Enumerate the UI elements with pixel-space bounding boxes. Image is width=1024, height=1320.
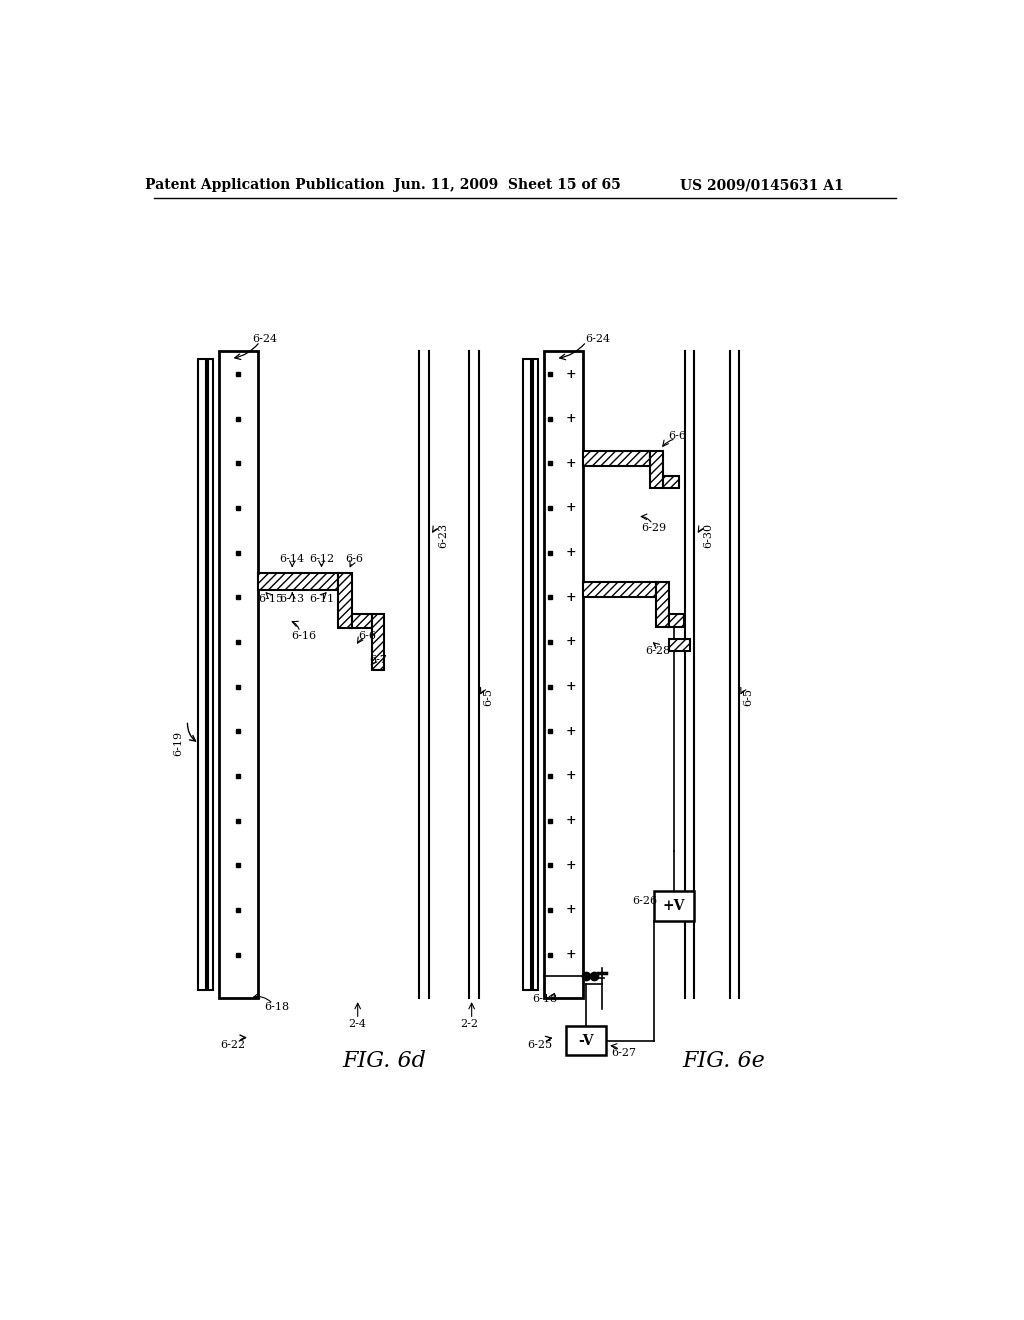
Text: 6-19: 6-19 <box>173 731 183 756</box>
Text: +: + <box>565 680 577 693</box>
Text: 6-11: 6-11 <box>309 594 334 603</box>
Bar <box>208 359 213 990</box>
Bar <box>583 451 650 466</box>
Text: 6-27: 6-27 <box>611 1048 636 1059</box>
Text: 6-14: 6-14 <box>280 554 305 564</box>
Bar <box>669 639 690 651</box>
Text: 6-5: 6-5 <box>743 689 753 706</box>
Bar <box>219 351 258 998</box>
Bar <box>258 573 339 590</box>
Bar <box>655 582 669 627</box>
Text: 6-6: 6-6 <box>669 430 686 441</box>
Text: +: + <box>565 859 577 871</box>
Text: 6-7: 6-7 <box>370 656 387 665</box>
Bar <box>583 582 655 598</box>
Bar <box>565 1026 605 1056</box>
Text: US 2009/0145631 A1: US 2009/0145631 A1 <box>680 178 844 193</box>
Bar <box>339 573 352 628</box>
Bar <box>664 475 679 488</box>
Text: FIG. 6d: FIG. 6d <box>343 1049 427 1072</box>
Bar <box>654 891 694 921</box>
Text: +: + <box>565 412 577 425</box>
Text: 6-5: 6-5 <box>483 689 493 706</box>
Text: +: + <box>565 948 577 961</box>
Bar <box>199 359 206 990</box>
Text: 6-13: 6-13 <box>280 594 305 603</box>
Bar <box>352 614 372 628</box>
Text: 2-4: 2-4 <box>349 1019 367 1028</box>
Text: +: + <box>565 635 577 648</box>
Text: 6-6: 6-6 <box>358 631 377 640</box>
Text: -V: -V <box>578 1034 593 1048</box>
Bar <box>650 451 664 488</box>
Text: +: + <box>565 814 577 828</box>
Text: 6-25: 6-25 <box>527 1040 553 1051</box>
Bar <box>544 351 583 998</box>
Text: FIG. 6e: FIG. 6e <box>682 1049 765 1072</box>
Bar <box>372 614 384 671</box>
Text: +: + <box>565 502 577 515</box>
Text: 6-12: 6-12 <box>309 554 334 564</box>
Text: +: + <box>565 546 577 560</box>
Text: 6-18: 6-18 <box>532 994 557 1005</box>
Text: 6-22: 6-22 <box>220 1040 246 1051</box>
Text: 6-29: 6-29 <box>642 523 667 533</box>
Text: +: + <box>565 591 577 603</box>
Text: 6-24: 6-24 <box>585 334 610 345</box>
Text: 6-16: 6-16 <box>291 631 316 640</box>
Text: Jun. 11, 2009  Sheet 15 of 65: Jun. 11, 2009 Sheet 15 of 65 <box>394 178 622 193</box>
Text: +: + <box>565 367 577 380</box>
Bar <box>523 359 531 990</box>
Text: 2-2: 2-2 <box>461 1019 478 1028</box>
Bar <box>532 359 538 990</box>
Text: 6-24: 6-24 <box>252 334 278 345</box>
Text: 6-26: 6-26 <box>633 896 657 907</box>
Text: +: + <box>565 770 577 783</box>
Text: +: + <box>565 725 577 738</box>
Text: +: + <box>565 903 577 916</box>
Text: 6-28: 6-28 <box>645 647 671 656</box>
Bar <box>669 614 684 627</box>
Text: 6-30: 6-30 <box>703 523 713 548</box>
Text: +V: +V <box>663 899 685 913</box>
Text: Patent Application Publication: Patent Application Publication <box>145 178 385 193</box>
Text: 6-6: 6-6 <box>345 554 362 564</box>
Text: 6-23: 6-23 <box>438 523 449 548</box>
Text: 6-15: 6-15 <box>258 594 284 603</box>
Text: +: + <box>565 457 577 470</box>
Text: 6-18: 6-18 <box>264 1002 290 1012</box>
